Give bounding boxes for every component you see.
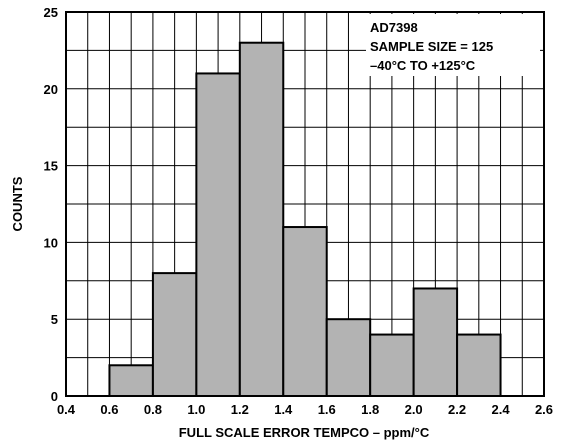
y-tick-label: 0 bbox=[51, 389, 58, 404]
x-tick-label: 0.8 bbox=[144, 402, 162, 417]
histogram-bar bbox=[195, 72, 241, 397]
annotation-background bbox=[366, 14, 540, 76]
x-tick-label: 1.6 bbox=[318, 402, 336, 417]
x-tick-label: 2.0 bbox=[405, 402, 423, 417]
x-tick-label: 2.2 bbox=[448, 402, 466, 417]
x-tick-label: 0.6 bbox=[100, 402, 118, 417]
y-tick-labels: 0 5 10 15 20 25 bbox=[44, 5, 58, 404]
x-tick-label: 1.2 bbox=[231, 402, 249, 417]
x-tick-label: 1.4 bbox=[274, 402, 293, 417]
histogram-bar bbox=[238, 41, 285, 397]
y-tick-label: 10 bbox=[44, 235, 58, 250]
x-tick-label: 2.6 bbox=[535, 402, 553, 417]
histogram-bars bbox=[108, 41, 502, 398]
x-tick-label: 1.8 bbox=[361, 402, 379, 417]
x-tick-label: 1.0 bbox=[187, 402, 205, 417]
y-tick-label: 15 bbox=[44, 159, 58, 174]
histogram-bar bbox=[456, 333, 502, 397]
histogram-bar bbox=[325, 318, 372, 398]
annotation-temp-range: –40°C TO +125°C bbox=[370, 58, 476, 73]
plot-frame bbox=[65, 11, 545, 397]
histogram-bar bbox=[282, 226, 328, 397]
histogram-bar bbox=[151, 272, 198, 397]
x-tick-labels: 0.4 0.6 0.8 1.0 1.2 1.4 1.6 1.8 2.0 2.2 2.4 2.6 bbox=[57, 402, 553, 417]
x-tick-label: 0.4 bbox=[57, 402, 76, 417]
x-tick-label: 2.4 bbox=[492, 402, 511, 417]
y-axis-label: COUNTS bbox=[10, 176, 25, 231]
histogram-bar bbox=[369, 333, 415, 397]
histogram-bar bbox=[412, 287, 459, 398]
y-tick-label: 20 bbox=[44, 82, 58, 97]
y-tick-label: 25 bbox=[44, 5, 58, 20]
annotation-sample-size: SAMPLE SIZE = 125 bbox=[370, 39, 493, 54]
annotation-device: AD7398 bbox=[370, 20, 418, 35]
x-axis-label: FULL SCALE ERROR TEMPCO – ppm/°C bbox=[179, 425, 430, 440]
histogram-bar bbox=[108, 364, 154, 397]
y-tick-label: 5 bbox=[51, 312, 58, 327]
